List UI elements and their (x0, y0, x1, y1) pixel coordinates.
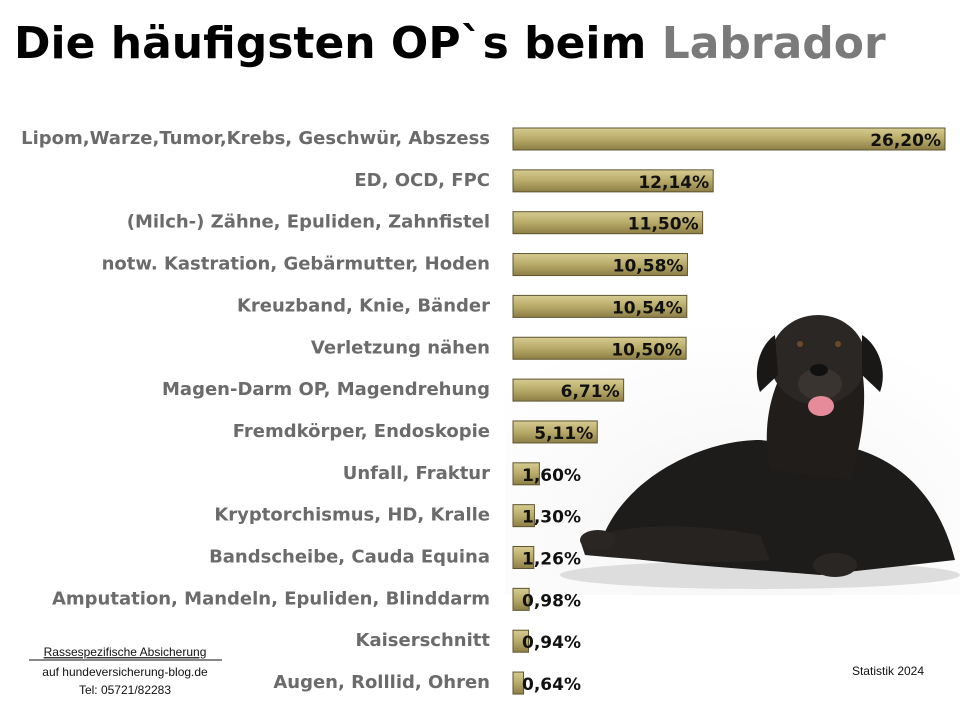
bar (512, 378, 625, 402)
category-label: Unfall, Fraktur (343, 463, 490, 484)
category-label: Verletzung nähen (311, 337, 490, 358)
source-line: Rassespezifische Absicherung (44, 645, 207, 659)
bar (512, 629, 529, 653)
value-label: 1,30% (522, 508, 581, 528)
bar (512, 504, 535, 528)
category-label: Kryptorchismus, HD, Kralle (214, 505, 490, 526)
value-label: 10,58% (613, 257, 684, 277)
category-label: (Milch-) Zähne, Epuliden, Zahnfistel (127, 212, 490, 233)
note: Statistik 2024 (852, 664, 924, 678)
category-label: Magen-Darm OP, Magendrehung (162, 379, 490, 400)
bar (512, 671, 525, 695)
value-label: 0,64% (522, 675, 581, 695)
bar (512, 546, 535, 569)
bar (512, 294, 688, 318)
source-line: auf hundeversicherung-blog.de (42, 665, 208, 679)
value-label: 5,11% (534, 424, 593, 444)
value-label: 1,60% (522, 466, 581, 486)
value-label: 11,50% (628, 215, 699, 235)
title-main: Die häufigsten OP`s beim (14, 18, 646, 69)
value-label: 26,20% (870, 131, 941, 151)
category-label: Augen, Rolllid, Ohren (273, 672, 490, 693)
category-label: Bandscheibe, Cauda Equina (209, 547, 490, 568)
bar (512, 253, 688, 277)
category-label: Kreuzband, Knie, Bänder (237, 295, 490, 316)
category-label: Lipom,Warze,Tumor,Krebs, Geschwür, Absze… (21, 128, 490, 149)
value-label: 12,14% (638, 173, 709, 193)
bar (512, 336, 687, 360)
bar (512, 127, 946, 151)
source-line: Tel: 05721/82283 (79, 683, 171, 697)
category-label: Amputation, Mandeln, Epuliden, Blinddarm (52, 588, 490, 609)
bar (512, 462, 540, 486)
category-label: ED, OCD, FPC (354, 170, 490, 191)
category-label: notw. Kastration, Gebärmutter, Hoden (102, 254, 490, 275)
value-label: 10,54% (612, 298, 683, 318)
value-label: 10,50% (611, 340, 682, 360)
title-highlight: Labrador (662, 18, 886, 69)
chart-title: Die häufigsten OP`s beim Labrador (14, 18, 886, 69)
category-label: Fremdkörper, Endoskopie (233, 421, 490, 442)
bar (512, 211, 704, 235)
dog-photo (505, 290, 960, 595)
value-label: 0,94% (522, 633, 581, 653)
value-label: 0,98% (522, 591, 581, 611)
value-label: 6,71% (561, 382, 620, 402)
value-label: 1,26% (522, 550, 581, 570)
bar (512, 169, 714, 193)
footer: Rassespezifische Absicherung auf hundeve… (29, 645, 924, 697)
bar (512, 587, 530, 611)
category-label: Kaiserschnitt (356, 630, 491, 651)
bar (512, 420, 598, 444)
